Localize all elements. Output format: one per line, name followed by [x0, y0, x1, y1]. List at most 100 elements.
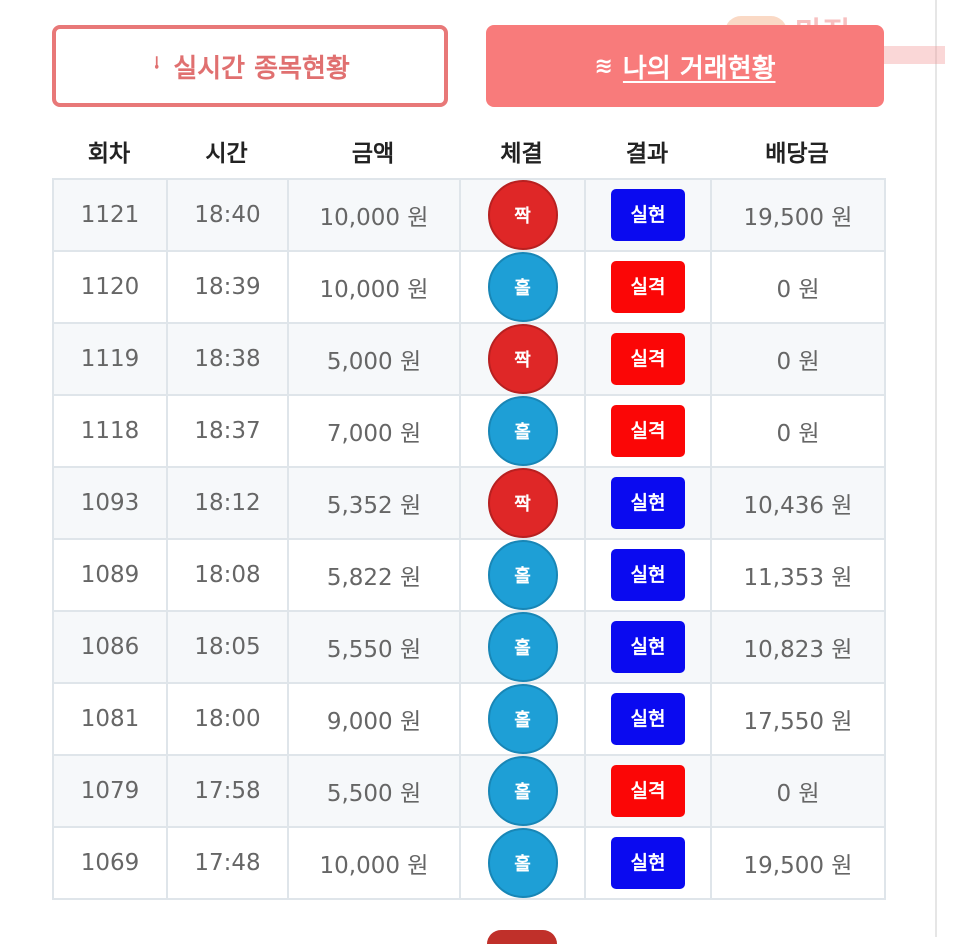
table-row: 1119 18:38 5,000 원 짝 실격 0 원 [52, 322, 886, 396]
result-badge: 실격 [611, 405, 685, 457]
cell-result: 실격 [584, 754, 712, 828]
waves-icon: ≋ [594, 53, 613, 79]
payout-value: 17,550 원 [743, 709, 853, 735]
cell-payout: 0 원 [710, 754, 886, 828]
payout-value: 0 원 [776, 421, 820, 447]
payout-value: 10,436 원 [743, 493, 853, 519]
cell-round: 1089 [52, 538, 168, 612]
cell-time: 18:40 [166, 178, 289, 252]
round-value: 1120 [80, 274, 140, 300]
header-time: 시간 [205, 141, 248, 167]
cell-round: 1069 [52, 826, 168, 900]
cell-pick: 홀 [459, 754, 586, 828]
pulse-icon: ᛍ [150, 53, 164, 79]
cell-pick: 짝 [459, 322, 586, 396]
result-badge: 실격 [611, 765, 685, 817]
header-pick: 체결 [500, 141, 543, 167]
cell-pick: 홀 [459, 250, 586, 324]
cell-time: 18:12 [166, 466, 289, 540]
round-value: 1121 [80, 202, 140, 228]
cell-round: 1081 [52, 682, 168, 756]
round-value: 1093 [80, 490, 140, 516]
pick-ball: 홀 [487, 252, 558, 322]
cell-amount: 5,550 원 [287, 610, 461, 684]
time-value: 18:08 [194, 562, 261, 588]
cell-amount: 5,500 원 [287, 754, 461, 828]
cell-payout: 11,353 원 [710, 538, 886, 612]
table-row: 1118 18:37 7,000 원 홀 실격 0 원 [52, 394, 886, 468]
cell-amount: 5,822 원 [287, 538, 461, 612]
amount-value: 5,550 원 [326, 637, 422, 663]
time-value: 18:38 [194, 346, 261, 372]
table-row: 1120 18:39 10,000 원 홀 실격 0 원 [52, 250, 886, 324]
table-row: 1081 18:00 9,000 원 홀 실현 17,550 원 [52, 682, 886, 756]
round-value: 1081 [80, 706, 140, 732]
cell-result: 실현 [584, 538, 712, 612]
cell-payout: 19,500 원 [710, 826, 886, 900]
header-amount: 금액 [351, 141, 395, 167]
cell-time: 18:08 [166, 538, 289, 612]
cell-result: 실현 [584, 610, 712, 684]
time-value: 17:48 [194, 850, 261, 876]
table-row: 1069 17:48 10,000 원 홀 실현 19,500 원 [52, 826, 886, 900]
cell-pick: 짝 [459, 466, 586, 540]
cell-time: 18:38 [166, 322, 289, 396]
header-result: 결과 [625, 141, 669, 167]
cell-amount: 5,352 원 [287, 466, 461, 540]
cell-result: 실격 [584, 322, 712, 396]
cell-pick: 홀 [459, 538, 586, 612]
cell-amount: 9,000 원 [287, 682, 461, 756]
cell-round: 1118 [52, 394, 168, 468]
cell-time: 18:05 [166, 610, 289, 684]
amount-value: 5,500 원 [326, 781, 422, 807]
payout-value: 0 원 [776, 349, 820, 375]
time-value: 18:12 [194, 490, 261, 516]
amount-value: 10,000 원 [319, 205, 429, 231]
cell-payout: 0 원 [710, 250, 886, 324]
time-value: 18:05 [194, 634, 261, 660]
cell-payout: 0 원 [710, 322, 886, 396]
pick-ball: 짝 [487, 324, 558, 394]
pick-ball: 홀 [487, 828, 558, 898]
result-badge: 실현 [611, 477, 685, 529]
cell-pick: 홀 [459, 826, 586, 900]
payout-value: 0 원 [776, 277, 820, 303]
cell-result: 실격 [584, 394, 712, 468]
cell-payout: 17,550 원 [710, 682, 886, 756]
amount-value: 7,000 원 [326, 421, 422, 447]
table-row: 1121 18:40 10,000 원 짝 실현 19,500 원 [52, 178, 886, 252]
cell-result: 실현 [584, 178, 712, 252]
payout-value: 19,500 원 [743, 853, 853, 879]
payout-value: 19,500 원 [743, 205, 853, 231]
table-row: 1079 17:58 5,500 원 홀 실격 0 원 [52, 754, 886, 828]
cell-time: 18:00 [166, 682, 289, 756]
cell-time: 18:37 [166, 394, 289, 468]
tab-my-trades-label: 나의 거래현황 [622, 53, 776, 84]
result-badge: 실현 [611, 837, 685, 889]
cell-result: 실격 [584, 250, 712, 324]
tab-my-trades[interactable]: ≋ 나의 거래현황 [486, 25, 884, 107]
result-badge: 실현 [611, 621, 685, 673]
cell-amount: 5,000 원 [287, 322, 461, 396]
tab-live-label: 실시간 종목현황 [173, 53, 350, 84]
cell-time: 18:39 [166, 250, 289, 324]
table-row: 1089 18:08 5,822 원 홀 실현 11,353 원 [52, 538, 886, 612]
cell-amount: 7,000 원 [287, 394, 461, 468]
time-value: 18:00 [194, 706, 261, 732]
cell-amount: 10,000 원 [287, 250, 461, 324]
cell-round: 1079 [52, 754, 168, 828]
round-value: 1118 [80, 418, 140, 444]
table-row: 1093 18:12 5,352 원 짝 실현 10,436 원 [52, 466, 886, 540]
time-value: 18:39 [194, 274, 261, 300]
cell-round: 1120 [52, 250, 168, 324]
tab-live-status[interactable]: ᛍ 실시간 종목현황 [52, 25, 448, 107]
cell-payout: 10,823 원 [710, 610, 886, 684]
cell-round: 1086 [52, 610, 168, 684]
pick-ball: 짝 [487, 180, 558, 250]
payout-value: 11,353 원 [743, 565, 853, 591]
payout-value: 10,823 원 [743, 637, 853, 663]
cell-payout: 0 원 [710, 394, 886, 468]
time-value: 18:37 [194, 418, 261, 444]
time-value: 17:58 [194, 778, 261, 804]
amount-value: 5,822 원 [326, 565, 422, 591]
